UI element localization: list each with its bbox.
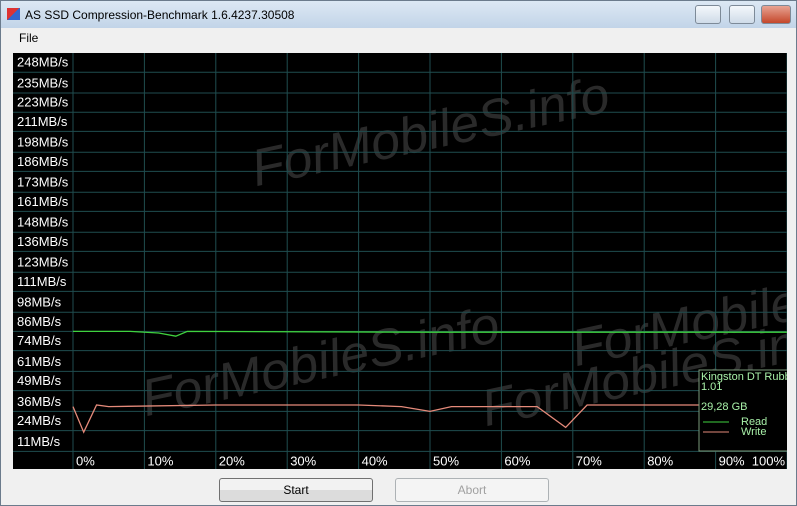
device-info: 1.01 (701, 381, 722, 393)
legend-box (698, 369, 787, 452)
y-tick-label: 61MB/s (17, 354, 62, 369)
x-tick-label: 40% (362, 453, 388, 468)
y-tick-label: 86MB/s (17, 314, 62, 329)
menu-item[interactable]: File (19, 31, 39, 45)
abort-button: Abort (395, 478, 549, 502)
x-tick-label: 60% (504, 453, 530, 468)
x-tick-label: 30% (290, 453, 316, 468)
y-tick-label: 123MB/s (17, 255, 69, 270)
x-tick-label: 0% (76, 453, 95, 468)
x-tick-label: 20% (219, 453, 245, 468)
y-tick-label: 111MB/s (17, 274, 67, 289)
y-tick-label: 223MB/s (17, 95, 69, 110)
x-tick-label: 70% (576, 453, 602, 468)
y-tick-label: 211MB/s (17, 114, 68, 129)
y-tick-label: 36MB/s (17, 394, 62, 409)
maximize-button[interactable] (729, 5, 755, 24)
start-button[interactable]: Start (219, 478, 373, 502)
y-tick-label: 49MB/s (17, 373, 62, 388)
device-info: Kingston DT Rubbe (701, 371, 787, 383)
x-tick-label: 80% (647, 453, 673, 468)
x-tick-label: 100% (752, 453, 786, 468)
x-tick-label: 10% (147, 453, 173, 468)
y-tick-label: 161MB/s (17, 194, 69, 209)
y-tick-label: 98MB/s (17, 295, 62, 310)
y-tick-label: 11MB/s (17, 434, 61, 449)
data-line (73, 330, 787, 337)
chart: ForMobileS.infoForMobileS.infoForMobileS… (13, 53, 787, 469)
window-title: AS SSD Compression-Benchmark 1.6.4237.30… (25, 8, 295, 22)
x-tick-label: 50% (433, 453, 459, 468)
y-tick-label: 148MB/s (17, 215, 69, 230)
y-tick-label: 24MB/s (17, 413, 62, 428)
x-tick-label: 90% (719, 453, 745, 468)
y-tick-label: 136MB/s (17, 234, 69, 249)
data-line (72, 404, 787, 434)
legend-label: Write (741, 426, 766, 438)
y-tick-label: 74MB/s (17, 333, 62, 348)
y-tick-label: 235MB/s (17, 75, 69, 90)
y-tick-label: 248MB/s (17, 55, 69, 70)
device-info: 29,28 GB (701, 401, 747, 413)
chart-background (13, 53, 787, 469)
y-tick-label: 173MB/s (17, 175, 69, 190)
minimize-button[interactable] (695, 5, 721, 24)
close-button[interactable] (761, 5, 791, 24)
title-bar: AS SSD Compression-Benchmark 1.6.4237.30… (1, 1, 796, 28)
legend-label: Read (741, 416, 767, 428)
y-tick-label: 186MB/s (17, 154, 69, 169)
y-tick-label: 198MB/s (17, 135, 69, 150)
app-icon (7, 8, 20, 20)
